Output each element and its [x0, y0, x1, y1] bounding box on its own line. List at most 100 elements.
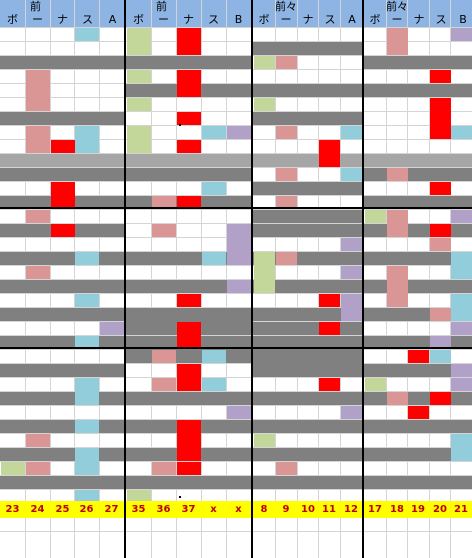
header-top-label: 前	[30, 0, 41, 13]
row-band	[0, 252, 124, 265]
colored-cell	[152, 350, 176, 363]
row-band	[253, 448, 362, 461]
row-band	[0, 168, 124, 181]
panel-divider	[362, 0, 364, 558]
gridline-horizontal	[0, 139, 472, 140]
colored-cell	[451, 126, 472, 139]
colored-cell	[387, 210, 408, 237]
colored-cell	[75, 28, 99, 41]
row-band	[253, 112, 362, 125]
row-band	[253, 336, 362, 377]
row-band	[0, 56, 124, 69]
row-band	[0, 112, 124, 125]
colored-cell	[451, 294, 472, 321]
row-band	[253, 420, 362, 433]
row-band	[253, 280, 362, 293]
colored-cell	[341, 406, 362, 419]
colored-cell	[276, 126, 297, 139]
colored-cell	[227, 126, 251, 139]
colored-cell	[387, 28, 408, 55]
colored-cell	[152, 196, 176, 209]
gridline-horizontal	[0, 153, 472, 154]
cell-dot	[179, 124, 181, 126]
footer-number: 12	[344, 504, 358, 515]
colored-cell	[341, 238, 362, 251]
gridline-horizontal	[0, 195, 472, 196]
colored-cell	[276, 196, 297, 209]
footer-number: 17	[368, 504, 382, 515]
gridline-horizontal	[0, 307, 472, 308]
colored-cell	[127, 70, 151, 83]
gridline-horizontal	[0, 489, 472, 490]
gridline-horizontal	[0, 125, 472, 126]
gridline-horizontal	[0, 335, 472, 336]
colored-cell	[26, 126, 50, 153]
footer-number: 21	[454, 504, 468, 515]
gridline-horizontal	[0, 293, 472, 294]
header-label: ボ	[369, 13, 381, 26]
gridline-horizontal	[0, 279, 472, 280]
colored-cell	[254, 434, 275, 447]
row-band	[126, 476, 251, 489]
footer-number: 25	[55, 504, 70, 515]
header-top-label: 前々	[275, 0, 297, 13]
colored-cell	[26, 210, 50, 223]
colored-cell	[177, 140, 201, 153]
gridline-horizontal	[0, 69, 472, 70]
colored-cell	[430, 350, 451, 363]
colored-cell	[451, 364, 472, 377]
colored-cell	[127, 490, 151, 503]
colored-cell	[177, 420, 201, 461]
row-band	[126, 56, 251, 69]
colored-cell	[451, 378, 472, 391]
header-label: ー	[32, 13, 43, 26]
header-label: ス	[324, 13, 336, 26]
colored-cell	[319, 140, 340, 167]
colored-cell	[365, 210, 386, 223]
footer-number: 10	[301, 504, 315, 515]
footer-number: 11	[322, 504, 336, 515]
row-band	[364, 476, 472, 489]
cell-dot	[179, 496, 181, 498]
colored-cell	[127, 28, 151, 55]
colored-cell	[227, 406, 251, 419]
gridline-horizontal	[0, 405, 472, 406]
row-band	[364, 392, 472, 405]
header-label: A	[108, 13, 117, 26]
colored-cell	[451, 434, 472, 461]
gridline-horizontal	[0, 391, 472, 392]
panel-divider	[251, 0, 253, 558]
row-band	[253, 154, 362, 167]
colored-cell	[202, 378, 226, 391]
colored-cell	[75, 252, 99, 265]
row-band	[0, 364, 124, 377]
header-label: ー	[391, 13, 403, 26]
row-band	[0, 308, 124, 321]
colored-cell	[430, 98, 451, 139]
colored-cell	[319, 378, 340, 391]
colored-cell	[75, 420, 99, 433]
header-top-label: 前	[156, 0, 167, 13]
gridline-horizontal	[0, 433, 472, 434]
gridline-horizontal	[0, 209, 472, 210]
colored-cell	[177, 28, 201, 55]
colored-cell	[408, 350, 429, 363]
row-band	[253, 182, 362, 195]
colored-cell	[177, 294, 201, 307]
row-band	[253, 84, 362, 97]
colored-cell	[227, 280, 251, 293]
gridline-horizontal	[0, 111, 472, 112]
colored-cell	[254, 56, 275, 69]
header-label: ー	[158, 13, 169, 26]
header-label: B	[234, 13, 243, 26]
colored-cell	[26, 70, 50, 111]
row-band	[364, 84, 472, 97]
colored-cell	[430, 182, 451, 195]
header-label: ナ	[57, 13, 68, 26]
header-label: ボ	[258, 13, 270, 26]
colored-cell	[276, 56, 297, 69]
row-band	[0, 392, 124, 405]
gridline-horizontal	[0, 97, 472, 98]
row-band	[253, 224, 362, 237]
